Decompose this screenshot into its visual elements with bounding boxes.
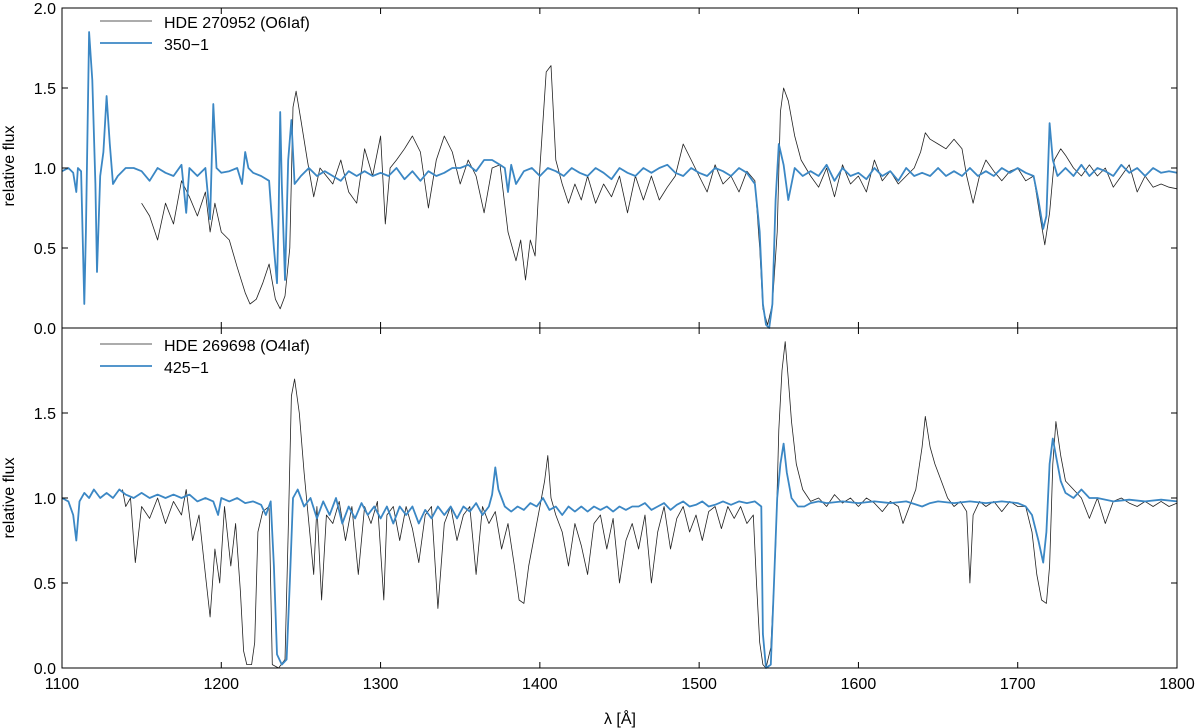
bottom-series-group [61,341,1178,669]
bottom-x-tick-label: 1500 [681,676,717,693]
top-y-tick-label: 2.0 [34,1,56,18]
bottom-x-tick-label: 1400 [522,676,558,693]
bottom-y-tick-label: 1.5 [34,406,56,423]
bottom-series-observed-line [122,341,1178,669]
top-panel: relative flux HDE 270952 (O6Iaf) 350−1 0… [1,1,1178,338]
bottom-y-tick-label: 0.0 [34,661,56,678]
top-y-tick-label: 0.0 [34,321,56,338]
top-series-group [61,31,1178,329]
bottom-x-tick-label: 1100 [45,676,80,693]
x-axis-label: λ [Å] [604,709,636,728]
bottom-legend-model-label: 425−1 [164,360,209,377]
bottom-x-tick-label: 1200 [203,676,239,693]
bottom-x-tick-label: 1800 [1159,676,1195,693]
bottom-series-model-line [61,437,1178,669]
top-series-observed-line [141,65,1178,326]
bottom-y-tick-label: 0.5 [34,576,56,593]
bottom-x-tick-label: 1700 [1000,676,1036,693]
bottom-x-tick-label: 1600 [841,676,877,693]
bottom-plot-frame [61,327,1178,669]
top-y-tick-label: 0.5 [34,241,56,258]
bottom-panel: relative flux HDE 269698 (O4Iaf) 425−1 λ… [1,327,1195,728]
top-legend-observed-label: HDE 270952 (O6Iaf) [164,15,310,32]
bottom-x-tick-label: 1300 [363,676,399,693]
bottom-y-tick-label: 1.0 [34,491,56,508]
bottom-y-axis-label: relative flux [1,458,18,539]
top-y-axis-label: relative flux [1,126,18,207]
top-legend-model-label: 350−1 [164,37,209,54]
top-series-model-line [61,31,1178,329]
top-y-tick-label: 1.0 [34,161,56,178]
bottom-legend-observed-label: HDE 269698 (O4Iaf) [164,338,310,355]
top-y-tick-label: 1.5 [34,81,56,98]
